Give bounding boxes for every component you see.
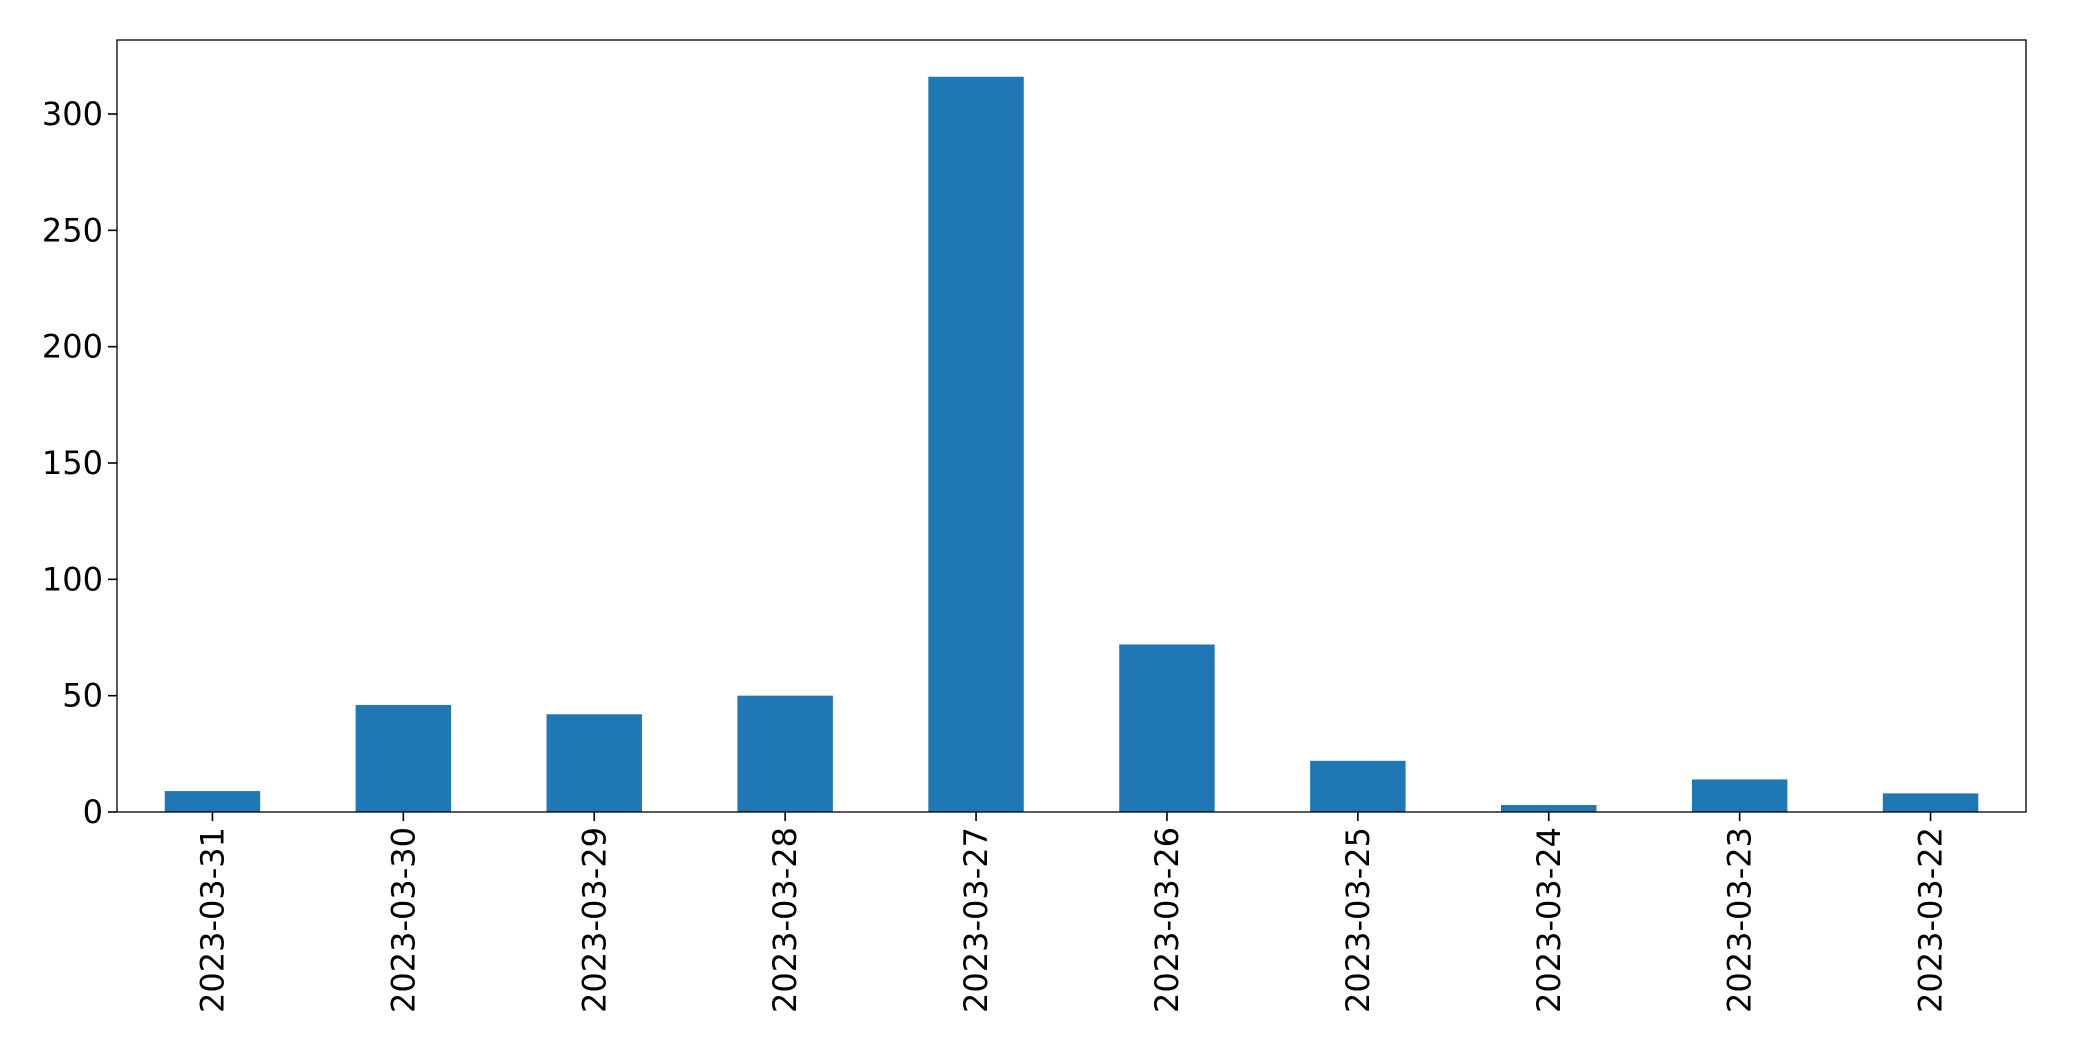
- y-tick-label: 200: [42, 328, 103, 366]
- bar-2023-03-26: [1119, 644, 1215, 812]
- x-axis: 2023-03-31 2023-03-30 2023-03-29 2023-03-28…: [193, 812, 1950, 1013]
- bar-2023-03-24: [1501, 805, 1597, 812]
- y-tick-label: 50: [62, 677, 103, 715]
- y-axis: 0 50 100 150 200 250 300: [42, 95, 117, 831]
- x-tick-label: 2023-03-30: [384, 827, 422, 1013]
- bar-2023-03-31: [164, 791, 261, 812]
- x-tick-label: 2023-03-29: [575, 827, 613, 1013]
- bar-2023-03-23: [1691, 779, 1788, 812]
- plot-frame: [116, 39, 2027, 813]
- bar-2023-03-30: [355, 704, 452, 812]
- y-tick-label: 150: [42, 444, 103, 482]
- bar-2023-03-22: [1882, 793, 1979, 812]
- x-tick-label: 2023-03-31: [193, 827, 231, 1013]
- bar-2023-03-25: [1310, 760, 1406, 812]
- bar-2023-03-27: [928, 76, 1024, 812]
- bar-2023-03-29: [546, 714, 642, 812]
- bar-2023-03-28: [737, 695, 833, 812]
- x-tick-label: 2023-03-26: [1148, 827, 1186, 1013]
- y-tick-label: 250: [42, 211, 103, 249]
- x-tick-label: 2023-03-28: [766, 827, 804, 1013]
- x-tick-label: 2023-03-22: [1912, 827, 1950, 1013]
- x-tick-label: 2023-03-27: [957, 827, 995, 1013]
- x-tick-label: 2023-03-23: [1721, 827, 1759, 1013]
- y-tick-label: 100: [42, 560, 103, 598]
- y-tick-label: 0: [83, 793, 103, 831]
- y-tick-label: 300: [42, 95, 103, 133]
- x-tick-label: 2023-03-25: [1339, 827, 1377, 1013]
- x-tick-label: 2023-03-24: [1530, 827, 1568, 1013]
- bars: [164, 76, 1979, 812]
